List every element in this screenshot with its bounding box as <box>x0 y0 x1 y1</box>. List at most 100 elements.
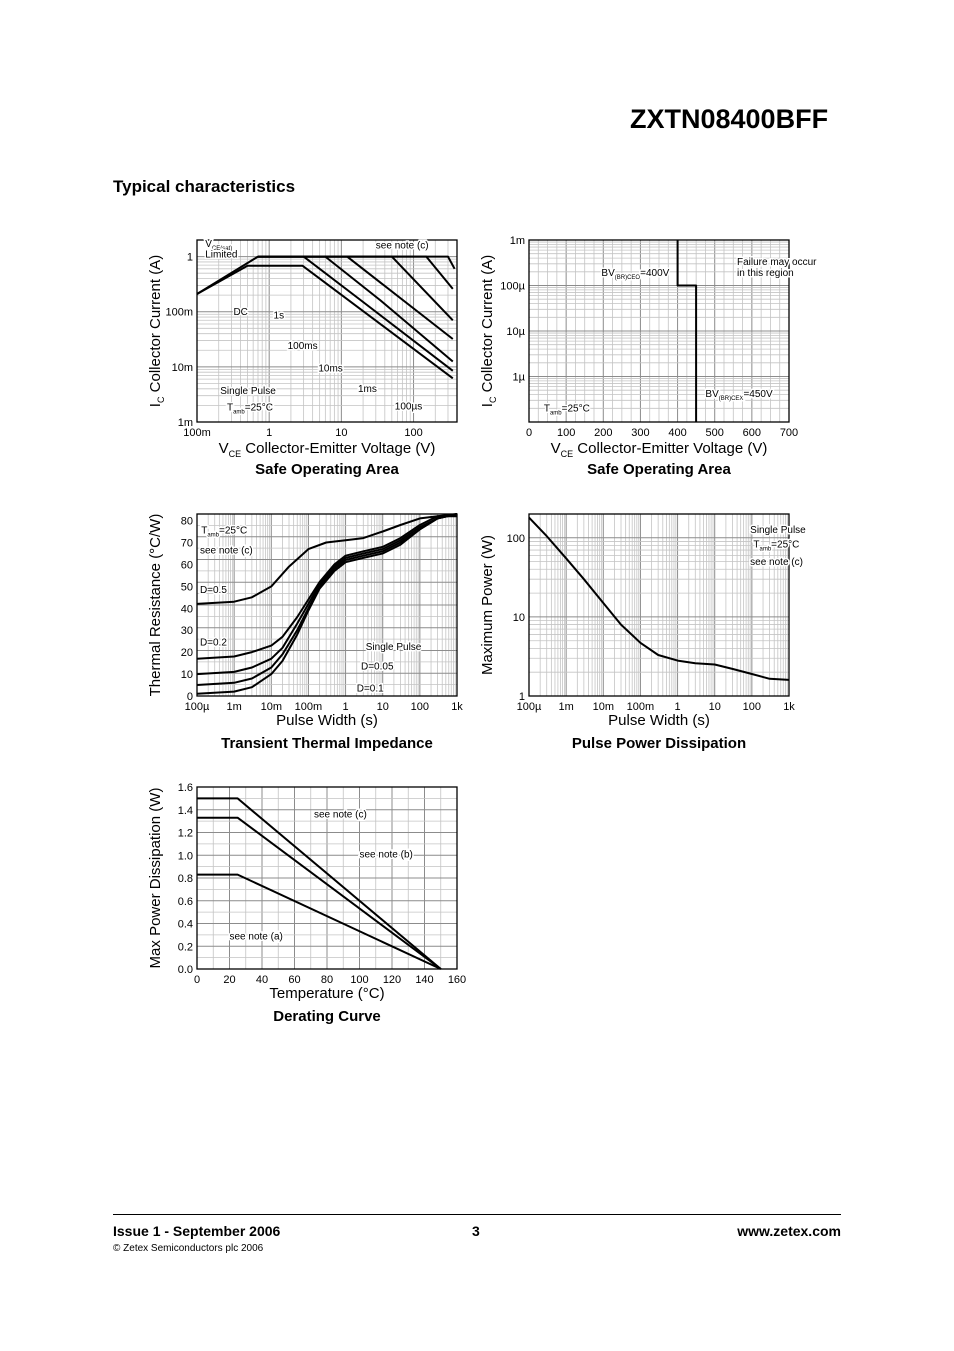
footer-page-number: 3 <box>472 1223 480 1239</box>
derating-ytick: 0.2 <box>178 941 193 953</box>
derating-xtick: 60 <box>288 974 300 986</box>
thermal-ytick: 20 <box>181 647 193 659</box>
pulse-xlabel: Pulse Width (s) <box>608 712 710 729</box>
thermal-series-1 <box>196 515 457 605</box>
thermal-annotation: D=0.2 <box>200 638 227 649</box>
pulse-xtick: 1 <box>675 701 681 713</box>
soa-log-xtick: 100m <box>183 427 211 439</box>
pulse-ytick: 10 <box>513 612 525 624</box>
derating-series-1 <box>197 797 442 970</box>
soa-log-annotation: 1s <box>274 310 285 321</box>
thermal-annotation: D=0.05 <box>361 662 394 673</box>
pulse-xtick: 10 <box>709 701 721 713</box>
soa-lin-grid <box>529 240 789 422</box>
thermal-annotation: D=0.1 <box>357 684 384 695</box>
soa-log-annotation: see note (c) <box>376 241 429 252</box>
derating-annotation: see note (a) <box>230 931 283 942</box>
soa-lin-xtick: 600 <box>743 427 761 439</box>
pulse-grid <box>529 514 789 696</box>
derating-ytick: 1.0 <box>178 850 193 862</box>
derating-ytick: 0.4 <box>178 919 193 931</box>
soa-lin-xtick: 0 <box>526 427 532 439</box>
thermal-annotation: D=0.5 <box>200 585 227 596</box>
soa-log-xtick: 1 <box>266 427 272 439</box>
thermal-grid <box>197 514 457 696</box>
derating-xtick: 20 <box>223 974 235 986</box>
thermal-ytick: 80 <box>181 516 193 528</box>
soa-lin-ytick: 1µ <box>513 372 526 384</box>
soa-lin-ylabel: IC Collector Current (A) <box>479 255 498 407</box>
thermal-annotation: Single Pulse <box>366 642 422 653</box>
thermal-xtick: 100 <box>411 701 429 713</box>
section-title: Typical characteristics <box>113 177 296 196</box>
pulse-xtick: 1m <box>559 701 574 713</box>
soa-lin-title: Safe Operating Area <box>587 461 731 478</box>
derating-series-2 <box>197 816 442 970</box>
soa-log-ytick: 1m <box>178 417 193 429</box>
derating-ytick: 1.4 <box>178 805 193 817</box>
soa-lin-xtick: 100 <box>557 427 575 439</box>
derating-ytick: 0.8 <box>178 873 193 885</box>
derating-annotation: see note (b) <box>360 850 413 861</box>
soa-log-xlabel: VCE Collector-Emitter Voltage (V) <box>219 440 436 459</box>
thermal-series-2 <box>196 513 458 660</box>
soa-lin-plot-frame <box>528 239 790 423</box>
thermal-ytick: 0 <box>187 691 193 703</box>
pulse-ylabel: Maximum Power (W) <box>479 535 496 675</box>
derating-xtick: 0 <box>194 974 200 986</box>
footer-website: www.zetex.com <box>737 1223 841 1239</box>
part-number: ZXTN08400BFF <box>630 104 829 134</box>
thermal-xtick: 1m <box>227 701 242 713</box>
derating-ytick: 0.0 <box>178 964 193 976</box>
footer-issue: Issue 1 - September 2006 <box>113 1223 281 1239</box>
thermal-title: Transient Thermal Impedance <box>221 735 433 752</box>
soa-log-annotation: 10ms <box>318 364 342 375</box>
soa-log-series-6 <box>258 255 454 290</box>
derating-xtick: 120 <box>383 974 401 986</box>
thermal-ytick: 40 <box>181 603 193 615</box>
derating-annotation: see note (c) <box>314 810 367 821</box>
thermal-ytick: 60 <box>181 559 193 571</box>
thermal-xtick: 100m <box>295 701 323 713</box>
pulse-annotation: see note (c) <box>750 557 803 568</box>
soa-log-ytick: 1 <box>187 252 193 264</box>
soa-lin-xtick: 300 <box>631 427 649 439</box>
derating-ytick: 1.6 <box>178 782 193 794</box>
derating-series-3 <box>197 873 442 970</box>
derating-xtick: 160 <box>448 974 466 986</box>
pulse-xtick: 100m <box>627 701 655 713</box>
thermal-xtick: 1k <box>451 701 463 713</box>
soa-log-annotation: Single Pulse <box>220 386 276 397</box>
soa-log-annotation: DC <box>233 307 247 318</box>
soa-lin-annotation: Failure may occur <box>737 257 817 268</box>
derating-plot-frame <box>196 786 458 970</box>
soa-lin-xtick: 200 <box>594 427 612 439</box>
soa-log-series-2 <box>196 264 454 380</box>
soa-lin-annotation: in this region <box>737 268 794 279</box>
thermal-ytick: 70 <box>181 538 193 550</box>
thermal-chart: 100µ 1m 10m 100m 1 10 100 1k 0 10 20 30 40 50 60 70 80 Ta… <box>147 513 463 752</box>
derating-ylabel: Max Power Dissipation (W) <box>147 788 164 969</box>
soa-lin-annotation: Tamb=25°C <box>544 404 590 417</box>
thermal-annotation: Tamb=25°C <box>201 526 247 539</box>
derating-xlabel: Temperature (°C) <box>269 985 384 1002</box>
pulse-title: Pulse Power Dissipation <box>572 735 746 752</box>
thermal-xtick: 1 <box>343 701 349 713</box>
derating-xtick: 140 <box>415 974 433 986</box>
soa-lin-annotation: BV(BR)CEO=400V <box>601 268 669 281</box>
soa-log-plot-frame <box>196 239 458 423</box>
thermal-xlabel: Pulse Width (s) <box>276 712 378 729</box>
thermal-ytick: 50 <box>181 581 193 593</box>
derating-xtick: 40 <box>256 974 268 986</box>
soa-log-annotation: 100ms <box>288 341 318 352</box>
pulse-annotation: Single Pulse <box>750 525 806 536</box>
thermal-annotation: see note (c) <box>200 545 253 556</box>
derating-ytick: 0.6 <box>178 896 193 908</box>
derating-chart: 0 20 40 60 80 100 120 140 160 0.0 0.2 0.4 0.6 0.8 1.0 1… <box>147 782 466 1025</box>
pulse-xtick: 100 <box>743 701 761 713</box>
derating-ytick: 1.2 <box>178 828 193 840</box>
thermal-xtick: 100µ <box>185 701 210 713</box>
